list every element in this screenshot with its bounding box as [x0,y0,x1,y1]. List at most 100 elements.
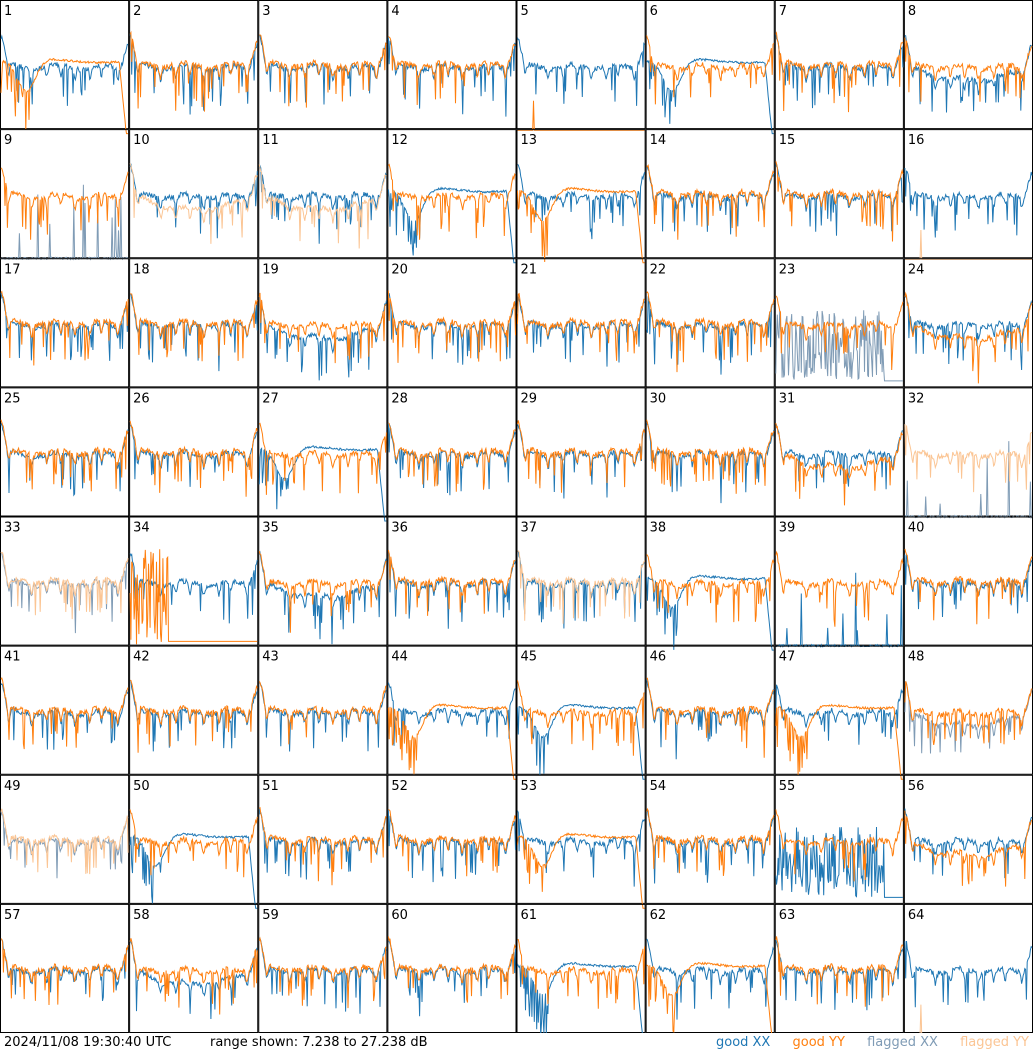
panel-label: 18 [133,262,150,277]
series-good-yy [517,292,645,361]
panel-label: 63 [779,908,796,923]
panel-label: 32 [908,391,925,406]
panel-45: 45 [516,645,646,780]
panel-label: 52 [391,779,408,794]
panel-label: 24 [908,262,925,277]
panel-label: 50 [133,779,150,794]
panel-17: 17 [0,258,130,388]
series-good-yy [129,549,258,645]
panel-frame [516,129,646,259]
series-good-xx [775,34,904,109]
panel-label: 58 [133,908,150,923]
panel-frame [645,516,775,646]
panel-49: 49 [0,774,130,904]
panel-frame [387,258,517,388]
panel-frame [645,645,775,775]
panel-frame [387,387,517,517]
series-good-xx [129,553,258,624]
panel-label: 61 [521,908,538,923]
panel-46: 46 [645,645,775,775]
panel-label: 2 [133,4,141,19]
panel-40: 40 [903,516,1033,646]
panel-label: 39 [779,521,796,536]
panel-frame [387,903,517,1033]
series-good-xx [258,681,387,752]
panel-label: 38 [650,521,667,536]
panel-frame [258,774,388,904]
series-good-yy [517,832,645,909]
series-good-xx [387,186,516,264]
panel-34: 34 [129,516,259,646]
panel-label: 3 [262,4,270,19]
panel-label: 43 [262,650,279,665]
panel-37: 37 [516,516,646,646]
panel-label: 41 [4,650,21,665]
panel-label: 7 [779,4,787,19]
panel-15: 15 [774,129,904,259]
panel-label: 46 [650,650,667,665]
series-good-xx [646,809,775,884]
series-good-xx [0,34,129,106]
series-good-yy [387,703,516,780]
panel-47: 47 [774,645,904,780]
panel-label: 30 [650,391,667,406]
series-good-yy [517,100,645,131]
series-good-yy [517,186,645,264]
panel-frame [516,903,646,1033]
panel-48: 48 [903,645,1033,775]
panel-frame [129,258,259,388]
series-good-yy [388,36,516,106]
series-good-yy [775,550,904,627]
series-good-yy [646,807,775,876]
panel-19: 19 [258,258,388,388]
panel-label: 5 [521,4,529,19]
panel-frame [774,516,904,646]
panel-frame [774,774,904,904]
series-good-xx [258,294,387,381]
series-good-yy [904,681,1033,745]
series-good-yy [775,422,903,506]
series-good-xx [904,35,1033,113]
panel-26: 26 [129,387,259,517]
panel-21: 21 [516,258,646,388]
series-good-xx [517,164,646,240]
panel-label: 60 [391,908,408,923]
series-good-xx [258,164,387,244]
panel-label: 9 [4,133,12,148]
series-good-xx [517,810,646,887]
panel-frame [0,0,130,130]
panel-41: 41 [0,645,130,775]
series-good-yy [258,806,387,886]
panel-frame [129,516,259,646]
series-good-yy [517,420,646,493]
panel-16: 16 [903,129,1033,260]
panel-30: 30 [645,387,775,517]
panel-5: 5 [516,0,646,131]
panel-label: 37 [521,521,538,536]
panel-frame [774,387,904,517]
panel-36: 36 [387,516,517,646]
panel-label: 16 [908,133,925,148]
series-good-yy [0,290,129,366]
panel-label: 23 [779,262,796,277]
series-good-yy [646,419,775,494]
series-good-xx [775,684,904,745]
panel-7: 7 [774,0,904,130]
panel-label: 13 [521,133,538,148]
series-good-xx [387,939,516,1017]
panel-frame [516,774,646,904]
panel-frame [129,645,259,775]
panel-label: 62 [650,908,667,923]
series-good-yy [646,164,775,240]
series-good-xx [0,938,129,1002]
panel-frame [0,645,130,775]
panel-frame [258,0,388,130]
series-good-xx [904,294,1033,371]
panel-label: 56 [908,779,925,794]
panel-frame [258,258,388,388]
panel-label: 29 [521,391,538,406]
panel-25: 25 [0,387,130,517]
panel-39: 39 [774,516,904,648]
panel-27: 27 [258,387,388,522]
series-good-yy [259,34,387,108]
